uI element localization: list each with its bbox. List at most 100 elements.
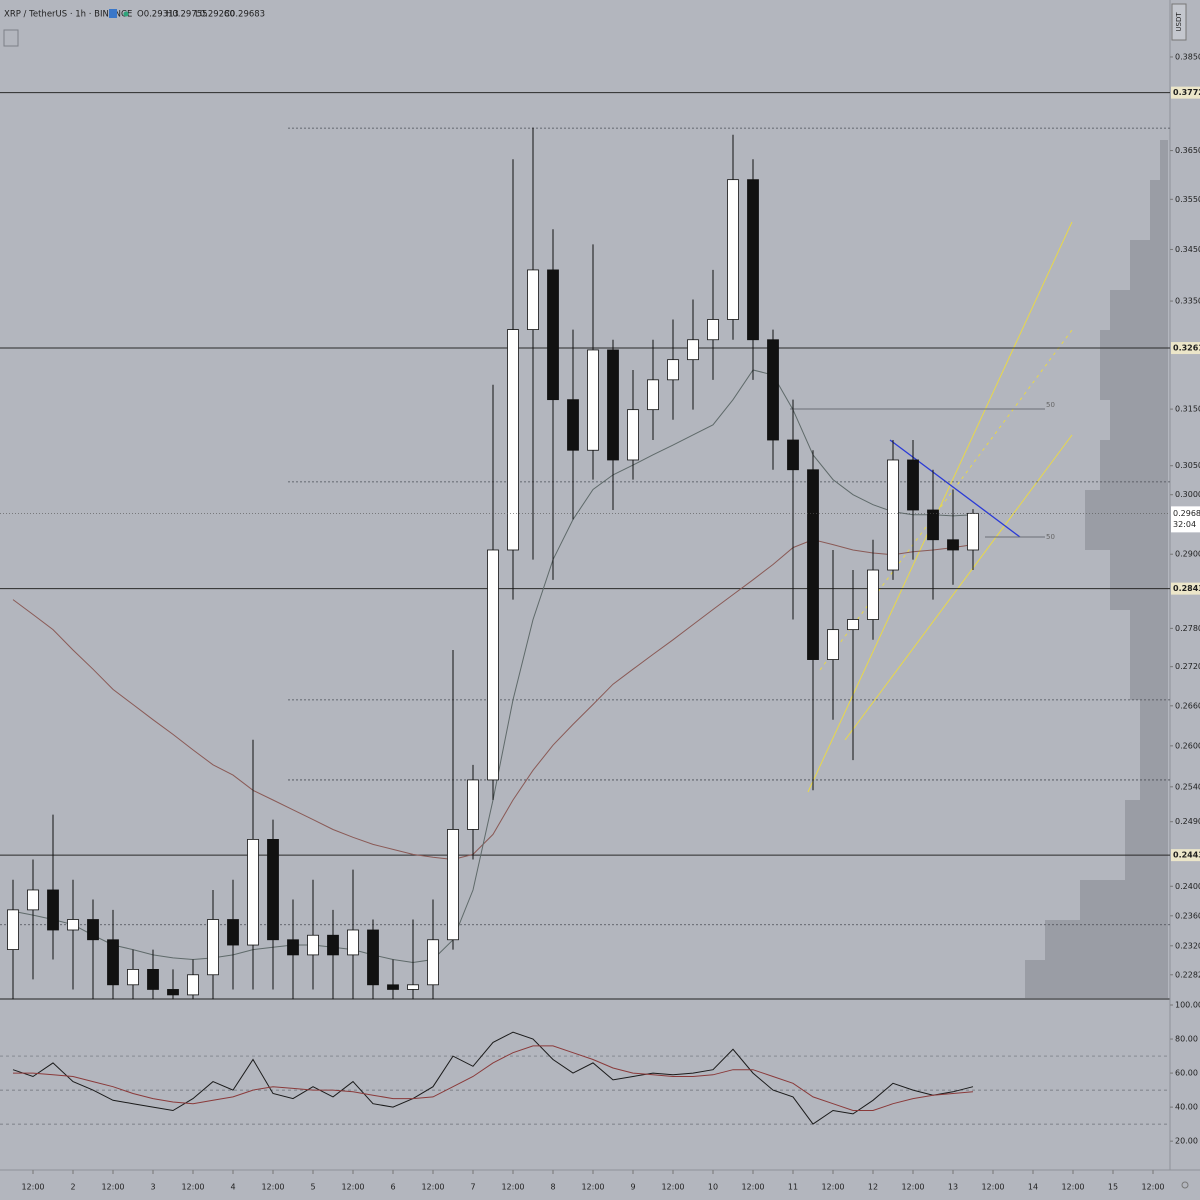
candle-body <box>47 889 59 931</box>
candle-body <box>407 984 419 990</box>
candle-body <box>287 939 299 956</box>
x-tick-label: 12:00 <box>981 1183 1004 1192</box>
level-label: 0.32615 <box>1173 344 1200 353</box>
x-tick-label: 12:00 <box>101 1183 124 1192</box>
candle-body <box>967 512 979 551</box>
candle-body <box>807 469 819 660</box>
ohlc-low: L0.29280 <box>195 10 235 20</box>
x-tick-label: 9 <box>630 1183 635 1192</box>
level-label: 0.37725 <box>1173 88 1200 97</box>
candle-body <box>567 399 579 451</box>
candle-body <box>347 929 359 956</box>
settings-icon[interactable] <box>1181 1181 1189 1189</box>
y-tick-label: 0.33500 <box>1175 297 1200 306</box>
candle-body <box>707 319 719 341</box>
x-tick-label: 12:00 <box>581 1183 604 1192</box>
ohlc-high: H0.29755 <box>166 10 208 20</box>
y-tick-label: 100.00 <box>1175 1001 1200 1010</box>
y-tick-label: 0.36500 <box>1175 146 1200 155</box>
x-tick-label: 6 <box>390 1183 395 1192</box>
candle-body <box>907 459 919 511</box>
last-price-box <box>1171 506 1200 533</box>
x-tick-label: 12:00 <box>261 1183 284 1192</box>
y-tick-label: 20.00 <box>1175 1137 1198 1146</box>
channel-mid-line <box>819 329 1073 671</box>
x-tick-label: 12:00 <box>821 1183 844 1192</box>
candle-body <box>467 779 479 830</box>
x-tick-label: 12:00 <box>181 1183 204 1192</box>
candle-body <box>587 349 599 451</box>
x-tick-label: 12:00 <box>341 1183 364 1192</box>
candle-body <box>327 934 339 956</box>
x-tick-label: 3 <box>150 1183 155 1192</box>
x-tick-label: 12:00 <box>901 1183 924 1192</box>
candle-body <box>847 619 859 631</box>
candle-body <box>867 569 879 620</box>
candle-body <box>107 939 119 986</box>
collapse-button[interactable] <box>3 29 19 47</box>
level-label-box <box>1171 582 1200 595</box>
candle-body <box>547 269 559 401</box>
candle-body <box>507 329 519 551</box>
symbol-title: XRP / TetherUS · 1h · BINANCE <box>4 10 132 20</box>
candle-body <box>827 629 839 660</box>
candle-body <box>147 969 159 990</box>
x-tick-label: 11 <box>788 1183 798 1192</box>
candle-body <box>367 929 379 986</box>
x-tick-label: 10 <box>708 1183 718 1192</box>
status-dot <box>123 11 129 17</box>
candle-body <box>27 889 39 911</box>
x-tick-label: 12:00 <box>501 1183 524 1192</box>
candle-body <box>167 989 179 996</box>
y-tick-label: 0.29000 <box>1175 550 1200 559</box>
y-tick-label: 0.26000 <box>1175 741 1200 750</box>
level-label: 0.28437 <box>1173 584 1200 593</box>
last-price-label: 0.29683 <box>1173 509 1200 518</box>
candle-body <box>487 549 499 781</box>
candle-body <box>647 379 659 411</box>
currency-label: USDT <box>1175 12 1183 32</box>
candle-body <box>527 269 539 330</box>
candle-body <box>747 179 759 341</box>
x-tick-label: 12:00 <box>21 1183 44 1192</box>
drawing-label: 50 <box>1046 401 1055 409</box>
rsi-line <box>12 1031 974 1125</box>
y-tick-label: 0.22820 <box>1175 970 1200 979</box>
y-tick-label: 0.25400 <box>1175 782 1200 791</box>
x-tick-label: 13 <box>948 1183 958 1192</box>
currency-box <box>1171 3 1187 41</box>
y-tick-label: 0.35500 <box>1175 195 1200 204</box>
candle-body <box>187 974 199 996</box>
candle-body <box>447 829 459 941</box>
y-tick-label: 0.26600 <box>1175 701 1200 710</box>
candle-body <box>267 839 279 941</box>
x-tick-label: 5 <box>310 1183 315 1192</box>
candle-body <box>727 179 739 320</box>
x-tick-label: 15 <box>1108 1183 1118 1192</box>
candle-body <box>767 339 779 441</box>
level-label: 0.24430 <box>1173 851 1200 860</box>
candle-body <box>887 459 899 571</box>
ohlc-close: C0.29683 <box>224 10 265 20</box>
rsi-line <box>13 1045 974 1111</box>
candle-body <box>307 934 319 956</box>
y-tick-label: 0.30500 <box>1175 461 1200 470</box>
x-tick-label: 12:00 <box>661 1183 684 1192</box>
drawings: 50 50 <box>790 221 1073 793</box>
y-tick-label: 60.00 <box>1175 1069 1198 1078</box>
y-tick-label: 0.24900 <box>1175 817 1200 826</box>
x-tick-label: 8 <box>550 1183 555 1192</box>
candle-body <box>667 359 679 381</box>
level-label-box <box>1171 849 1200 862</box>
y-tick-label: 0.23200 <box>1175 941 1200 950</box>
flag-icon <box>109 9 117 18</box>
candle-body <box>607 349 619 461</box>
y-tick-label: 0.23600 <box>1175 911 1200 920</box>
ohlc-open: O0.29313 <box>137 10 179 20</box>
candle-body <box>207 919 219 976</box>
candle-body <box>387 984 399 990</box>
candle-body <box>947 539 959 551</box>
y-tick-label: 0.27800 <box>1175 624 1200 633</box>
candle-body <box>427 939 439 986</box>
